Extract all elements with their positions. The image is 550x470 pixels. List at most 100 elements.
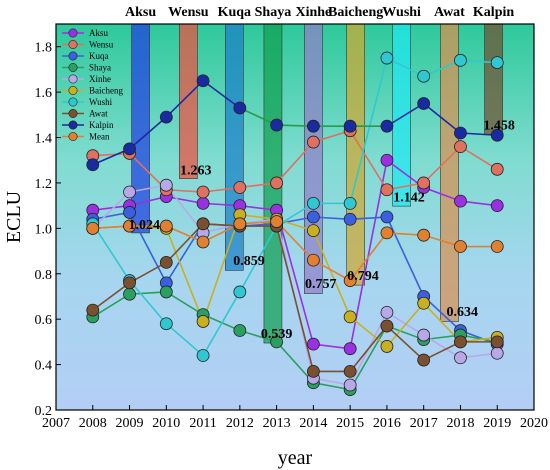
point-shaya-2010	[159, 285, 173, 299]
point-wushi-2011	[196, 349, 210, 362]
legend-label-aksu: Aksu	[89, 28, 109, 38]
point-aksu-2016	[380, 153, 394, 167]
bar-label-wensu: 1.263	[180, 163, 212, 178]
x-tick-label-2008: 2008	[79, 416, 107, 431]
point-kalpin-2014	[306, 119, 320, 133]
point-kuqa-2009	[123, 206, 136, 219]
y-axis-label: ECLU	[3, 190, 25, 243]
bar-wensu	[179, 24, 198, 179]
point-kalpin-2019	[490, 128, 504, 142]
x-tick-label-2012: 2012	[226, 416, 254, 431]
point-mean-2013	[270, 215, 284, 228]
point-shaya-2009	[123, 287, 136, 301]
bar-wushi	[392, 24, 411, 207]
county-label-kalpin: Kalpin	[473, 5, 514, 20]
legend-marker-xinhe	[68, 74, 78, 84]
x-tick-label-2010: 2010	[152, 416, 180, 431]
legend-marker-shaya	[68, 62, 78, 72]
bar-label-aksu: 1.024	[128, 218, 160, 233]
x-axis-label: year	[278, 447, 313, 469]
x-tick-label-2020: 2020	[520, 416, 548, 431]
legend-marker-mean	[68, 132, 78, 142]
y-tick-label-0-6: 0.6	[35, 313, 53, 328]
point-xinhe-2009	[123, 185, 136, 199]
point-wushi-2016	[380, 51, 394, 65]
point-kalpin-2016	[380, 119, 394, 133]
x-tick-label-2019: 2019	[483, 416, 511, 431]
point-xinhe-2019	[490, 346, 504, 360]
point-mean-2010	[159, 219, 173, 233]
point-mean-2018	[454, 240, 467, 253]
point-kalpin-2013	[270, 118, 284, 132]
point-wushi-2014	[306, 196, 320, 210]
point-wushi-2010	[159, 317, 173, 331]
point-awat-2008	[86, 303, 100, 317]
legend-label-wensu: Wensu	[89, 40, 114, 50]
bar-label-xinhe: 0.757	[305, 277, 337, 292]
legend-label-kalpin: Kalpin	[89, 120, 114, 130]
point-aksu-2018	[454, 194, 467, 208]
point-wushi-2018	[454, 53, 467, 67]
point-kuqa-2016	[380, 210, 394, 224]
point-mean-2008	[86, 221, 100, 235]
legend-marker-wensu	[68, 39, 78, 49]
x-tick-label-2015: 2015	[336, 416, 364, 431]
x-tick-label-2018: 2018	[446, 416, 474, 431]
point-mean-2014	[306, 253, 320, 267]
county-label-wensu: Wensu	[168, 5, 209, 20]
series-line-awat	[92, 222, 498, 373]
point-wushi-2019	[490, 56, 504, 69]
plot-frame	[55, 23, 535, 411]
legend-marker-kuqa	[68, 51, 78, 61]
legend-label-kuqa: Kuqa	[89, 51, 109, 61]
legend-marker-wushi	[68, 97, 78, 107]
legend-label-xinhe: Xinhe	[89, 74, 111, 84]
point-kalpin-2008	[86, 158, 100, 172]
point-wensu-2013	[270, 176, 284, 190]
point-kuqa-2015	[343, 212, 357, 226]
point-mean-2015	[343, 274, 357, 287]
bar-awat	[440, 24, 459, 322]
point-wensu-2012	[233, 181, 247, 194]
point-wensu-2017	[417, 176, 431, 190]
county-label-aksu: Aksu	[125, 5, 156, 20]
point-awat-2015	[343, 364, 357, 378]
point-kalpin-2010	[159, 110, 173, 124]
legend-label-awat: Awat	[89, 109, 108, 119]
point-xinhe-2018	[454, 351, 467, 365]
legend-marker-aksu	[68, 28, 78, 38]
bar-label-shaya: 0.539	[261, 327, 293, 342]
point-wushi-2012	[233, 285, 247, 299]
point-wushi-2017	[417, 69, 431, 83]
y-tick-label-1-4: 1.4	[35, 132, 53, 147]
county-label-baicheng: Baicheng	[328, 5, 383, 20]
x-tick-label-2013: 2013	[263, 416, 291, 431]
point-mean-2016	[380, 226, 394, 240]
point-kalpin-2018	[454, 126, 467, 140]
legend-label-baicheng: Baicheng	[89, 86, 123, 96]
x-tick-label-2014: 2014	[299, 416, 327, 431]
y-tick-label-1-6: 1.6	[35, 86, 53, 101]
point-mean-2012	[233, 217, 247, 231]
x-tick-label-2011: 2011	[189, 416, 216, 431]
x-tick-label-2017: 2017	[410, 416, 438, 431]
point-awat-2014	[306, 364, 320, 378]
legend-label-wushi: Wushi	[89, 97, 113, 107]
bar-label-kuqa: 0.859	[233, 254, 265, 269]
point-shaya-2013	[270, 335, 284, 349]
y-tick-label-0-2: 0.2	[35, 404, 53, 419]
point-baicheng-2014	[306, 224, 320, 238]
series-line-wushi	[92, 56, 498, 357]
bar-label-awat: 0.634	[447, 305, 479, 320]
legend-label-shaya: Shaya	[89, 63, 111, 73]
point-baicheng-2017	[417, 296, 431, 310]
point-kalpin-2012	[233, 101, 247, 115]
point-aksu-2019	[490, 199, 504, 213]
point-awat-2019	[490, 335, 504, 349]
series-line-kalpin-2	[386, 102, 498, 137]
x-tick-label-2009: 2009	[116, 416, 144, 431]
point-xinhe-2016	[380, 305, 394, 319]
point-baicheng-2015	[343, 310, 357, 324]
y-tick-label-0-8: 0.8	[35, 268, 53, 283]
county-label-kuqa: Kuqa	[218, 5, 251, 20]
